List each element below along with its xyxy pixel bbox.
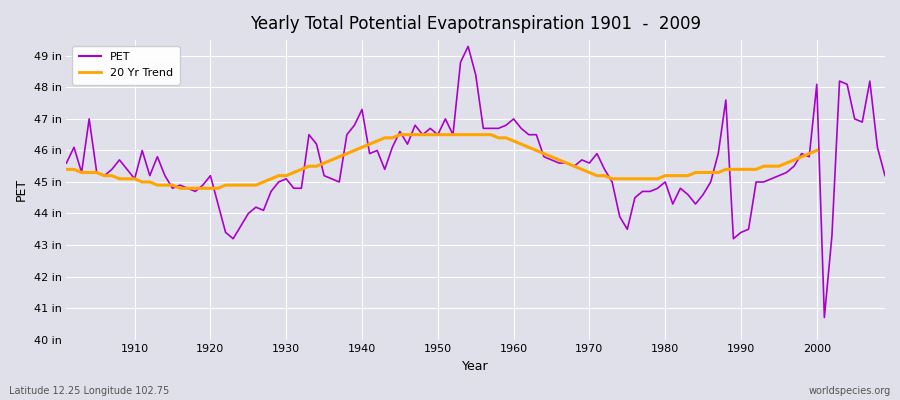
X-axis label: Year: Year — [463, 360, 489, 373]
Text: Latitude 12.25 Longitude 102.75: Latitude 12.25 Longitude 102.75 — [9, 386, 169, 396]
Legend: PET, 20 Yr Trend: PET, 20 Yr Trend — [72, 46, 179, 84]
Title: Yearly Total Potential Evapotranspiration 1901  -  2009: Yearly Total Potential Evapotranspiratio… — [250, 15, 701, 33]
Y-axis label: PET: PET — [15, 178, 28, 202]
Text: worldspecies.org: worldspecies.org — [809, 386, 891, 396]
